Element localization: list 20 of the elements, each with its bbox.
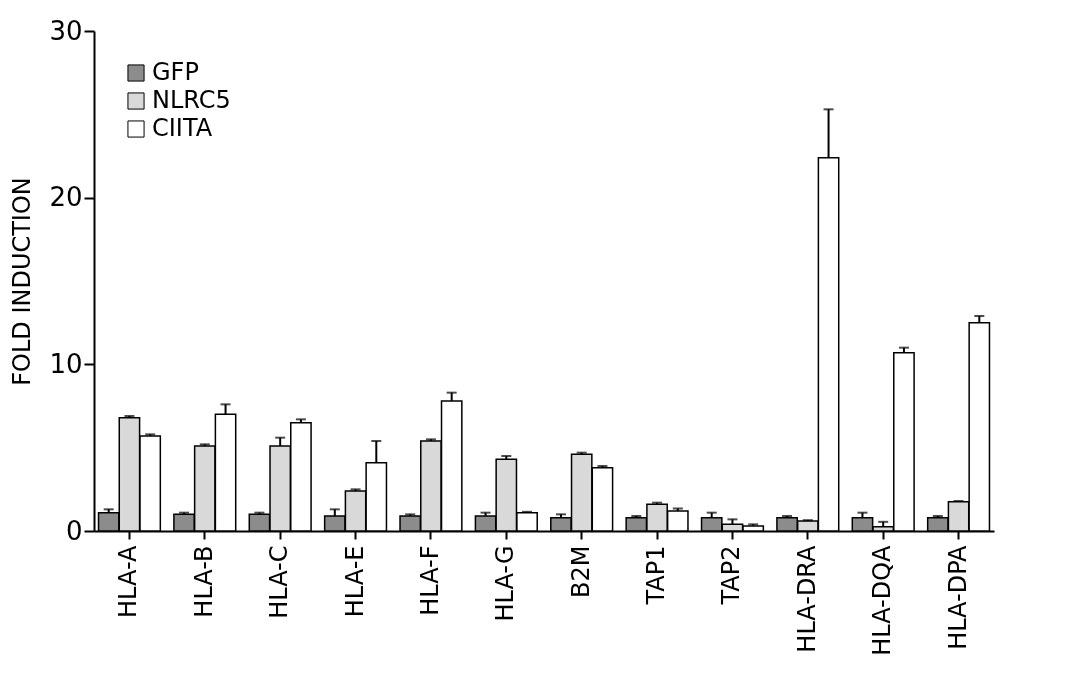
y-axis-title: FOLD INDUCTION <box>8 177 37 386</box>
legend-label: NLRC5 <box>152 86 231 114</box>
x-tick-label: HLA-DPA <box>943 544 972 650</box>
y-tick-label: 20 <box>49 182 83 213</box>
x-tick-label: B2M <box>566 545 595 598</box>
x-tick-label: HLA-DQA <box>868 544 897 656</box>
x-tick-label: HLA-E <box>340 545 369 618</box>
x-tick-label: HLA-C <box>265 545 294 619</box>
legend-label: GFP <box>152 58 199 86</box>
x-tick-label: HLA-F <box>415 545 444 616</box>
y-tick-label: 0 <box>65 515 83 546</box>
y-tick-label: 30 <box>49 15 83 46</box>
x-tick-label: TAP1 <box>642 545 671 606</box>
x-tick-label: HLA-A <box>114 544 143 618</box>
x-tick-label: HLA-B <box>189 545 218 618</box>
legend-label: CIITA <box>152 114 213 142</box>
x-tick-label: HLA-G <box>491 545 520 622</box>
x-tick-label: HLA-DRA <box>792 544 821 653</box>
y-tick-label: 10 <box>49 348 83 379</box>
x-tick-label: TAP2 <box>717 545 746 606</box>
